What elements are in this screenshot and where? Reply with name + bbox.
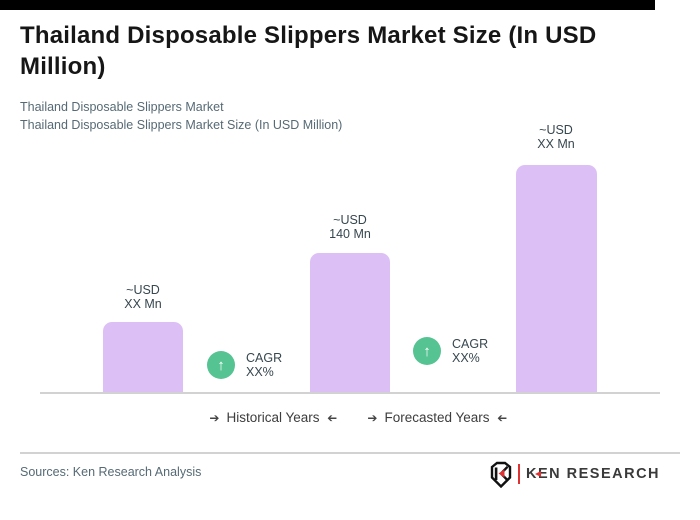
page-title: Thailand Disposable Slippers Market Size…	[20, 22, 597, 80]
bar-historical	[103, 322, 183, 393]
logo-k-triangle-icon	[535, 471, 541, 477]
right-arrow-icon: ➔	[209, 411, 220, 425]
chart-subtitle-line2: Thailand Disposable Slippers Market Size…	[20, 118, 343, 132]
left-arrow-icon: ➔	[496, 411, 507, 425]
cagr-text-1: CAGR XX%	[246, 351, 282, 379]
bar-base-year	[310, 253, 390, 393]
up-arrow-icon: ↑	[207, 351, 235, 379]
cagr-badge-1: ↑ CAGR XX%	[207, 351, 282, 379]
footer-divider	[20, 452, 680, 454]
bar-value-line: XX Mn	[124, 297, 162, 311]
ken-research-logo: KEN RESEARCH	[488, 460, 660, 488]
bar-value-line: ~USD	[126, 283, 160, 297]
x-group-historical: ➔ Historical Years ➔	[188, 410, 358, 425]
logo-wordmark: KEN RESEARCH	[526, 466, 660, 482]
x-group-forecasted: ➔ Forecasted Years ➔	[352, 410, 522, 425]
bar-value-line: XX Mn	[537, 137, 575, 151]
bar-value-line: 140 Mn	[329, 227, 371, 241]
cagr-value: XX%	[452, 351, 480, 365]
cagr-badge-2: ↑ CAGR XX%	[413, 337, 488, 365]
bar-value-line: ~USD	[333, 213, 367, 227]
cagr-value: XX%	[246, 365, 274, 379]
bar-value-label-1: ~USD XX Mn	[83, 283, 203, 311]
bar-forecast	[516, 165, 597, 393]
ken-research-shield-icon	[490, 461, 512, 488]
right-arrow-icon: ➔	[367, 411, 378, 425]
chart-subtitle-line1: Thailand Disposable Slippers Market	[20, 100, 224, 114]
bar-value-line: ~USD	[539, 123, 573, 137]
x-group-label: Historical Years	[226, 410, 320, 425]
bar-value-label-2: ~USD 140 Mn	[290, 213, 410, 241]
cagr-label: CAGR	[246, 351, 283, 365]
logo-text: KEN RESEARCH	[526, 466, 661, 482]
cagr-label: CAGR	[452, 337, 489, 351]
top-accent-bar	[0, 0, 655, 10]
sources-text: Sources: Ken Research Analysis	[20, 465, 202, 479]
x-group-label: Forecasted Years	[384, 410, 490, 425]
x-axis-line	[40, 392, 660, 394]
bar-value-label-3: ~USD XX Mn	[496, 123, 616, 151]
cagr-text-2: CAGR XX%	[452, 337, 488, 365]
logo-separator	[518, 464, 520, 484]
left-arrow-icon: ➔	[326, 411, 337, 425]
up-arrow-icon: ↑	[413, 337, 441, 365]
